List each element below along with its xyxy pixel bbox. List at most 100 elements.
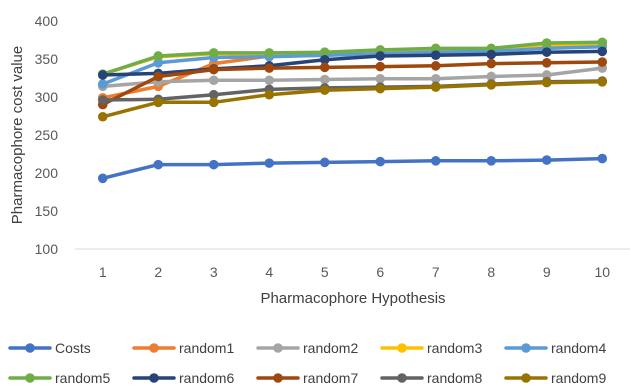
data-point bbox=[319, 62, 330, 73]
legend-item: random3 bbox=[380, 340, 482, 356]
series-random9 bbox=[97, 77, 608, 122]
series-line bbox=[101, 66, 605, 89]
data-point bbox=[319, 47, 330, 57]
data-point bbox=[208, 64, 219, 75]
data-point bbox=[264, 89, 275, 100]
data-point bbox=[264, 63, 275, 73]
data-point bbox=[541, 58, 552, 68]
y-tick-label: 400 bbox=[35, 13, 59, 29]
legend-swatch-marker bbox=[521, 343, 531, 353]
x-tick-label: 7 bbox=[432, 264, 440, 280]
series-line bbox=[101, 80, 605, 119]
data-point bbox=[486, 49, 497, 60]
series-random7 bbox=[97, 57, 608, 110]
data-point bbox=[486, 156, 497, 166]
legend-item: random4 bbox=[504, 340, 606, 356]
series-random5 bbox=[97, 37, 608, 79]
data-point bbox=[97, 173, 108, 184]
data-point bbox=[430, 73, 441, 84]
data-point bbox=[541, 47, 552, 57]
data-point bbox=[319, 85, 330, 95]
x-tick-label: 2 bbox=[154, 264, 162, 280]
legend-item: random9 bbox=[504, 370, 606, 386]
legend-item: random7 bbox=[256, 370, 358, 386]
legend-swatch-marker bbox=[149, 343, 159, 353]
data-point bbox=[208, 48, 219, 58]
data-point bbox=[97, 70, 108, 80]
series-Costs bbox=[97, 153, 608, 184]
y-tick-label: 300 bbox=[35, 89, 59, 105]
y-tick-label: 200 bbox=[35, 165, 59, 181]
data-point bbox=[375, 156, 386, 167]
legend-label: random3 bbox=[427, 340, 482, 356]
legend-swatch-marker bbox=[397, 343, 407, 353]
y-tick-label: 150 bbox=[35, 203, 59, 219]
data-point bbox=[597, 77, 608, 87]
legend-label: random6 bbox=[179, 370, 234, 386]
data-point bbox=[430, 50, 441, 60]
data-point bbox=[597, 46, 608, 57]
legend-swatch-marker bbox=[521, 373, 531, 383]
data-point bbox=[319, 74, 330, 85]
legend-swatch-marker bbox=[273, 343, 283, 353]
data-point bbox=[486, 58, 497, 69]
data-point bbox=[430, 61, 441, 71]
series-line bbox=[101, 156, 605, 181]
legend: Costs random1 random2 random3 random4 random5… bbox=[8, 340, 606, 386]
data-point bbox=[208, 75, 219, 86]
data-point bbox=[97, 95, 108, 105]
data-point bbox=[430, 156, 441, 166]
series-line bbox=[101, 49, 605, 77]
data-point bbox=[541, 77, 552, 88]
data-point bbox=[375, 61, 386, 72]
legend-item: random1 bbox=[132, 340, 234, 356]
data-point bbox=[430, 43, 441, 54]
legend-label: random8 bbox=[427, 370, 482, 386]
data-point bbox=[541, 155, 552, 165]
y-tick-label: 350 bbox=[35, 51, 59, 67]
data-point bbox=[597, 153, 608, 164]
legend-label: random5 bbox=[55, 370, 110, 386]
y-tick-label: 250 bbox=[35, 127, 59, 143]
data-point bbox=[597, 57, 608, 67]
series-layer bbox=[97, 37, 608, 184]
x-tick-label: 6 bbox=[376, 264, 384, 280]
legend-item: random8 bbox=[380, 370, 482, 386]
data-point bbox=[153, 159, 164, 170]
legend-label: random7 bbox=[303, 370, 358, 386]
legend-label: random1 bbox=[179, 340, 234, 356]
x-tick-label: 5 bbox=[321, 264, 329, 280]
data-point bbox=[97, 79, 108, 89]
x-axis: 1 2 3 4 5 6 7 8 9 10 bbox=[75, 248, 630, 280]
x-axis-title: Pharmacophore Hypothesis bbox=[260, 290, 445, 307]
data-point bbox=[486, 71, 497, 82]
data-point bbox=[208, 97, 219, 108]
legend-label: Costs bbox=[55, 340, 91, 356]
legend-item: Costs bbox=[8, 340, 91, 356]
x-tick-label: 3 bbox=[210, 264, 218, 280]
data-point bbox=[319, 157, 330, 168]
x-tick-label: 9 bbox=[543, 264, 551, 280]
y-axis-ticks: 100 150 200 250 300 350 400 bbox=[35, 13, 59, 257]
series-line bbox=[101, 40, 605, 76]
x-tick-label: 4 bbox=[265, 264, 273, 280]
data-point bbox=[375, 73, 386, 84]
data-point bbox=[430, 82, 441, 92]
data-point bbox=[597, 37, 608, 48]
y-axis-title: Pharmacophore cost value bbox=[9, 46, 26, 224]
data-point bbox=[541, 70, 552, 80]
y-tick-label: 100 bbox=[35, 241, 59, 257]
data-point bbox=[319, 54, 330, 65]
legend-swatch-marker bbox=[149, 373, 159, 383]
data-point bbox=[153, 97, 164, 108]
series-line bbox=[101, 45, 605, 86]
data-point bbox=[97, 111, 108, 122]
data-point bbox=[153, 58, 164, 68]
legend-swatch-marker bbox=[273, 373, 283, 383]
legend-label: random9 bbox=[551, 370, 606, 386]
data-point bbox=[208, 159, 219, 170]
series-line bbox=[101, 60, 605, 107]
data-point bbox=[375, 51, 386, 61]
legend-swatch-marker bbox=[25, 373, 35, 383]
